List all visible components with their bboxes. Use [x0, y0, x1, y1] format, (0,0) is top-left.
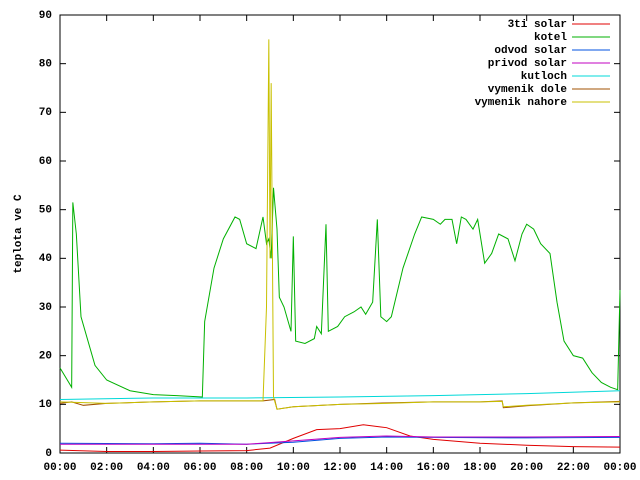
x-tick-label: 06:00 [183, 462, 216, 474]
y-tick-label: 40 [39, 253, 52, 265]
legend-label: kutloch [521, 71, 567, 83]
y-tick-label: 90 [39, 10, 52, 22]
legend-label: vymenik dole [488, 84, 568, 96]
legend-label: odvod solar [494, 45, 567, 57]
y-tick-label: 60 [39, 156, 52, 168]
x-tick-label: 02:00 [90, 462, 123, 474]
y-tick-label: 0 [45, 448, 52, 460]
x-tick-label: 12:00 [323, 462, 356, 474]
y-tick-label: 30 [39, 302, 52, 314]
x-tick-label: 00:00 [43, 462, 76, 474]
x-tick-label: 22:00 [557, 462, 590, 474]
series-line [59, 390, 621, 400]
x-tick-label: 04:00 [137, 462, 170, 474]
x-tick-label: 10:00 [277, 462, 310, 474]
series-line [59, 424, 621, 453]
x-tick-label: 00:00 [603, 462, 636, 474]
legend-label: kotel [534, 32, 567, 44]
y-axis-label: teplota ve C [13, 194, 25, 274]
y-tick-label: 20 [39, 351, 52, 363]
legend-label: privod solar [488, 58, 567, 70]
x-tick-label: 08:00 [230, 462, 263, 474]
series-line [59, 39, 621, 410]
x-tick-label: 16:00 [417, 462, 450, 474]
x-tick-label: 18:00 [463, 462, 496, 474]
x-tick-label: 20:00 [510, 462, 543, 474]
y-tick-label: 50 [39, 205, 52, 217]
series-line [60, 435, 621, 445]
series-line [59, 436, 621, 445]
x-tick-label: 14:00 [370, 462, 403, 474]
y-tick-label: 10 [39, 399, 52, 411]
y-tick-label: 70 [39, 107, 52, 119]
legend-label: 3ti solar [508, 19, 567, 31]
y-tick-label: 80 [39, 59, 52, 71]
legend-label: vymenik nahore [475, 97, 568, 109]
series-line [59, 187, 621, 398]
